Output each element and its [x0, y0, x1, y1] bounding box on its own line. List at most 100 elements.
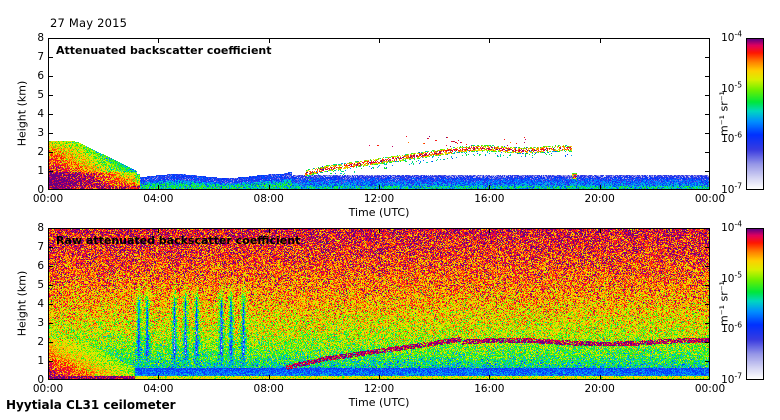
y-tick-mark: [48, 57, 53, 58]
x-tick-label: 00:00: [694, 383, 726, 395]
y-tick-mark: [48, 114, 53, 115]
x-tick-label: 00:00: [32, 383, 64, 395]
x-tick-label: 00:00: [694, 193, 726, 205]
figure-footer-caption: Hyytiala CL31 ceilometer: [6, 398, 176, 412]
colorbar-tick-label: 10-4: [721, 29, 742, 44]
heatmap-raw: [49, 229, 709, 379]
heatmap-attenuated: [49, 39, 709, 189]
y-tick-mark: [48, 266, 53, 267]
y-tick-label: 7: [37, 51, 44, 63]
plot-area-attenuated[interactable]: [48, 38, 710, 190]
y-tick-mark: [705, 57, 710, 58]
x-tick-mark: [379, 228, 380, 233]
y-axis-label-raw: Height (km): [15, 270, 29, 337]
y-tick-label: 6: [37, 70, 44, 82]
x-tick-mark: [269, 375, 270, 380]
colorbar-raw: [746, 228, 764, 380]
x-tick-mark: [379, 38, 380, 43]
colorbar-gradient-attenuated: [747, 39, 763, 189]
y-tick-mark: [705, 342, 710, 343]
y-tick-mark: [48, 342, 53, 343]
x-axis-label-attenuated: Time (UTC): [348, 206, 410, 219]
y-tick-label: 1: [37, 165, 44, 177]
y-tick-mark: [48, 133, 53, 134]
y-tick-mark: [705, 323, 710, 324]
x-tick-mark: [158, 375, 159, 380]
y-tick-mark: [48, 247, 53, 248]
y-tick-mark: [48, 228, 53, 229]
y-tick-label: 0: [37, 374, 44, 386]
x-axis-label-raw: Time (UTC): [348, 396, 410, 409]
y-tick-mark: [705, 95, 710, 96]
x-tick-label: 12:00: [363, 383, 395, 395]
y-tick-mark: [48, 323, 53, 324]
x-tick-mark: [158, 228, 159, 233]
y-tick-label: 1: [37, 355, 44, 367]
y-tick-mark: [48, 95, 53, 96]
colorbar-tick-label: 10-6: [721, 320, 742, 336]
x-tick-mark: [158, 185, 159, 190]
x-tick-mark: [489, 375, 490, 380]
y-tick-label: 4: [37, 108, 44, 120]
y-tick-mark: [48, 304, 53, 305]
y-tick-mark: [48, 361, 53, 362]
x-tick-label: 16:00: [474, 383, 505, 395]
x-tick-label: 08:00: [253, 193, 284, 205]
y-tick-label: 3: [37, 317, 44, 329]
x-tick-mark: [379, 375, 380, 380]
date-title: 27 May 2015: [50, 16, 128, 30]
x-tick-mark: [489, 185, 490, 190]
y-tick-mark: [705, 228, 710, 229]
y-tick-mark: [705, 285, 710, 286]
y-tick-mark: [705, 133, 710, 134]
x-tick-label: 20:00: [584, 193, 615, 205]
y-tick-mark: [48, 171, 53, 172]
x-tick-mark: [269, 38, 270, 43]
colorbar-unit-text: m⁻¹ sr⁻¹: [717, 91, 731, 136]
colorbar-tick-label: 10-7: [721, 371, 742, 386]
panel-title-raw: Raw attenuated backscatter coefficient: [56, 234, 301, 247]
x-tick-label: 04:00: [143, 383, 174, 395]
y-tick-label: 2: [37, 336, 44, 348]
x-tick-label: 00:00: [32, 193, 64, 205]
colorbar-attenuated: [746, 38, 764, 190]
y-tick-mark: [48, 285, 53, 286]
y-tick-label: 5: [37, 89, 44, 101]
colorbar-tick-label: 10-6: [721, 130, 742, 146]
panel-title-attenuated: Attenuated backscatter coefficient: [56, 44, 272, 57]
colorbar-tick-label: 10-5: [721, 270, 742, 285]
y-tick-label: 7: [37, 241, 44, 253]
y-tick-label: 5: [37, 279, 44, 291]
y-tick-mark: [48, 76, 53, 77]
x-tick-label: 16:00: [474, 193, 505, 205]
y-tick-mark: [48, 38, 53, 39]
y-tick-label: 8: [37, 32, 44, 44]
x-tick-mark: [489, 228, 490, 233]
x-tick-label: 12:00: [363, 193, 395, 205]
colorbar-label-attenuated: m⁻¹ sr⁻¹: [718, 79, 731, 149]
x-tick-mark: [489, 38, 490, 43]
x-tick-mark: [158, 38, 159, 43]
y-tick-mark: [705, 152, 710, 153]
x-tick-label: 08:00: [253, 383, 284, 395]
colorbar-label-raw: m⁻¹ sr⁻¹: [718, 269, 731, 339]
y-tick-label: 2: [37, 146, 44, 158]
y-tick-mark: [705, 266, 710, 267]
plot-area-raw[interactable]: [48, 228, 710, 380]
x-tick-mark: [600, 228, 601, 233]
y-tick-label: 8: [37, 222, 44, 234]
y-tick-mark: [48, 152, 53, 153]
colorbar-unit-text: m⁻¹ sr⁻¹: [717, 281, 731, 326]
y-tick-label: 6: [37, 260, 44, 272]
y-axis-label-attenuated: Height (km): [15, 80, 29, 147]
x-tick-label: 04:00: [143, 193, 174, 205]
y-tick-label: 0: [37, 184, 44, 196]
x-tick-mark: [600, 375, 601, 380]
y-tick-mark: [705, 38, 710, 39]
colorbar-tick-label: 10-5: [721, 80, 742, 95]
y-tick-mark: [705, 76, 710, 77]
colorbar-tick-label: 10-4: [721, 219, 742, 234]
y-tick-label: 3: [37, 127, 44, 139]
x-tick-mark: [269, 228, 270, 233]
